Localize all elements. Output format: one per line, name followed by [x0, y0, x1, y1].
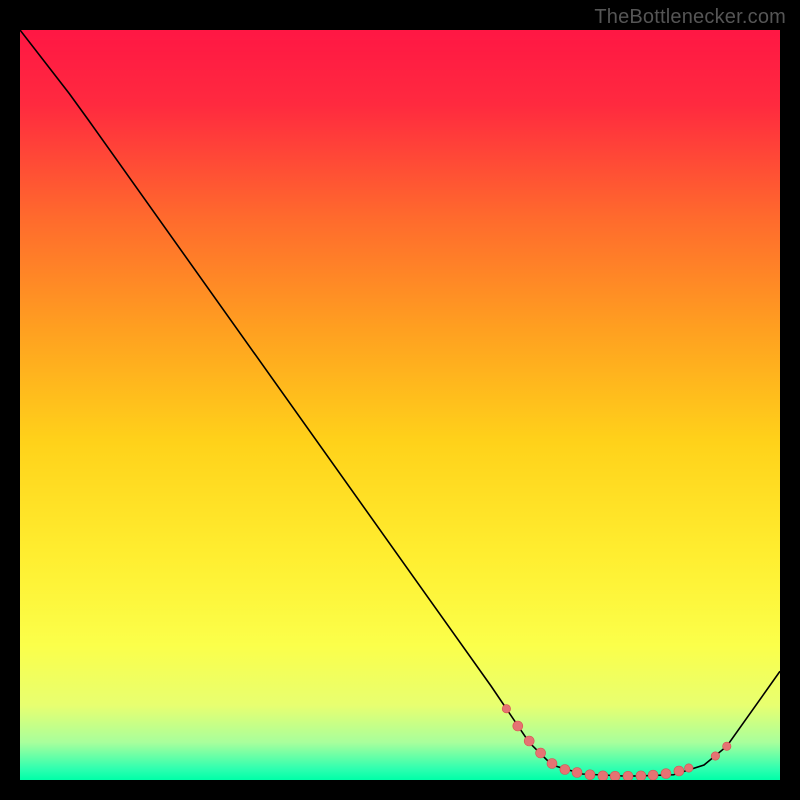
chart-marker	[723, 742, 731, 750]
chart-svg	[20, 30, 780, 780]
chart-marker	[502, 705, 510, 713]
chart-marker	[711, 752, 719, 760]
chart-marker	[661, 769, 671, 779]
chart-marker	[585, 770, 595, 780]
chart-marker	[636, 771, 646, 780]
chart-marker	[598, 771, 608, 780]
chart-container	[20, 30, 780, 780]
chart-marker	[610, 771, 620, 780]
chart-marker	[536, 748, 546, 758]
chart-marker	[623, 771, 633, 780]
chart-marker	[572, 768, 582, 778]
chart-marker	[674, 766, 684, 776]
chart-marker	[685, 764, 693, 772]
chart-marker	[547, 759, 557, 769]
chart-marker	[524, 736, 534, 746]
watermark-text: TheBottlenecker.com	[594, 6, 786, 29]
chart-marker	[560, 765, 570, 775]
chart-marker	[513, 721, 523, 731]
chart-background	[20, 30, 780, 780]
chart-marker	[648, 770, 658, 780]
